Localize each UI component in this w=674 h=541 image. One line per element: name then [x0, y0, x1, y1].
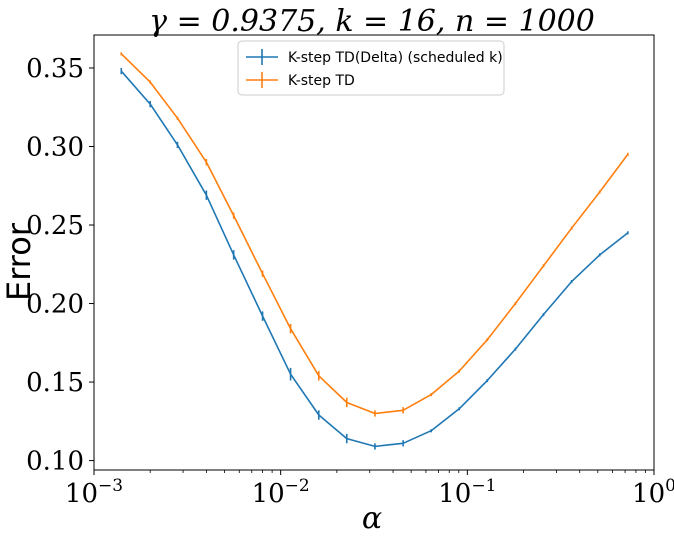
x-tick-label: 10−2 — [252, 476, 310, 509]
y-axis: 0.10 0.15 0.20 0.25 0.30 0.35 — [26, 54, 94, 477]
y-tick-label: 0.15 — [26, 368, 84, 398]
y-axis-label: Error — [0, 222, 38, 301]
plot-area — [93, 34, 655, 471]
series-layer — [120, 52, 629, 450]
chart-title: γ = 0.9375, k = 16, n = 1000 — [149, 4, 595, 39]
x-axis: 10−3 10−2 10−1 100 — [65, 470, 674, 509]
series-1 — [120, 52, 629, 417]
x-tick-label: 10−3 — [65, 476, 123, 509]
legend: K-step TD(Delta) (scheduled k) K-step TD — [237, 40, 505, 96]
y-tick-label: 0.20 — [26, 290, 84, 320]
y-tick-label: 0.25 — [26, 211, 84, 241]
legend-box — [237, 40, 505, 96]
x-axis-label: α — [362, 501, 382, 536]
legend-label: K-step TD — [288, 73, 355, 89]
y-tick-label: 0.10 — [26, 447, 84, 477]
legend-label: K-step TD(Delta) (scheduled k) — [288, 50, 503, 66]
series-0 — [120, 67, 629, 450]
x-tick-label: 100 — [632, 476, 674, 509]
y-tick-label: 0.35 — [26, 54, 84, 84]
x-tick-label: 10−1 — [438, 476, 496, 509]
plot-frame — [93, 34, 655, 471]
y-tick-label: 0.30 — [26, 132, 84, 162]
